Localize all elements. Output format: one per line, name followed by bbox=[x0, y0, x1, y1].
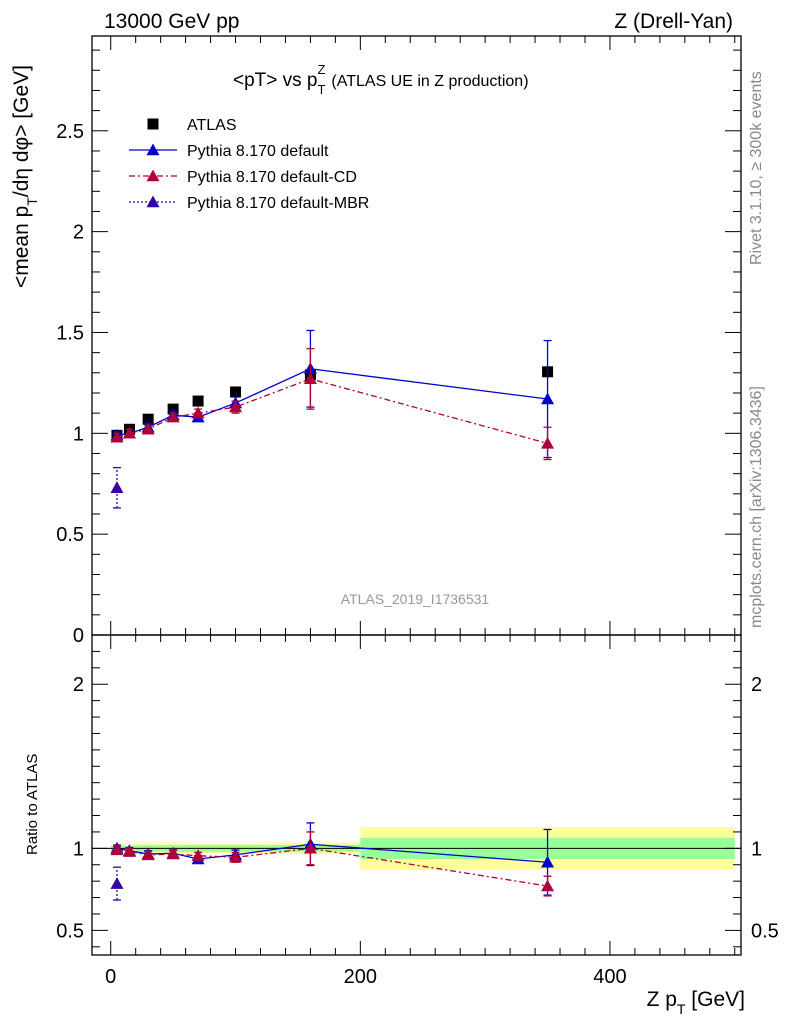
main-y-axis-label: <mean pT/dη dφ> [GeV] bbox=[10, 65, 40, 288]
header-left-label: 13000 GeV pp bbox=[104, 10, 239, 33]
data-point bbox=[192, 395, 204, 407]
legend-item-pythia-8-170-default-cd: Pythia 8.170 default-CD bbox=[129, 169, 357, 186]
series-pythia-8-170-default bbox=[110, 329, 555, 459]
y-tick-label: 0 bbox=[73, 625, 84, 647]
series-atlas bbox=[111, 366, 554, 441]
mcplots-label: mcplots.cern.ch [arXiv:1306.3436] bbox=[748, 386, 765, 628]
legend-marker bbox=[146, 143, 160, 156]
data-point bbox=[122, 426, 136, 439]
y-tick-label: 1 bbox=[73, 838, 84, 860]
data-point bbox=[110, 843, 124, 856]
data-point bbox=[122, 845, 136, 857]
y-tick-label-right: 2 bbox=[751, 674, 762, 696]
series-pythia-8-170-default-cd bbox=[110, 831, 555, 897]
series-pythia-8-170-default-mbr bbox=[110, 866, 124, 901]
legend: ATLAS Pythia 8.170 default Pythia 8.170 de… bbox=[129, 117, 369, 212]
y-tick-label: 0.5 bbox=[56, 920, 84, 942]
y-tick-label: 2 bbox=[73, 674, 84, 696]
ratio-plot-panel: 0 200 400 0.5 0.5 1 1 2 2 bbox=[56, 634, 779, 988]
data-point bbox=[303, 372, 317, 385]
legend-item-atlas: ATLAS bbox=[147, 117, 237, 134]
legend-label: Pythia 8.170 default bbox=[187, 143, 329, 160]
legend-item-pythia-8-170-default-mbr: Pythia 8.170 default-MBR bbox=[129, 195, 369, 212]
data-point bbox=[110, 430, 124, 443]
data-point bbox=[191, 849, 205, 861]
legend-label: ATLAS bbox=[187, 117, 237, 134]
legend-marker bbox=[146, 169, 160, 182]
rivet-version-label: Rivet 3.1.10, ≥ 300k events bbox=[748, 71, 765, 265]
data-point bbox=[142, 413, 154, 425]
x-tick-label: 0 bbox=[105, 966, 116, 988]
y-tick-label-right: 1 bbox=[751, 838, 762, 860]
main-plot-panel: 0 0.5 1 1.5 2 2.5 bbox=[56, 35, 742, 647]
y-tick-label: 2 bbox=[73, 222, 84, 244]
plot-frame bbox=[91, 634, 742, 956]
header-right-label: Z (Drell-Yan) bbox=[614, 10, 733, 33]
data-point bbox=[229, 400, 243, 413]
x-axis-label: Z pT [GeV] bbox=[647, 988, 745, 1017]
y-tick-label: 0.5 bbox=[56, 524, 84, 546]
legend-marker bbox=[147, 118, 159, 130]
data-point bbox=[541, 436, 555, 449]
series-pythia-8-170-default-cd bbox=[110, 347, 555, 461]
data-point bbox=[541, 855, 555, 868]
data-point bbox=[541, 879, 555, 892]
legend-label: Pythia 8.170 default-CD bbox=[187, 169, 357, 186]
y-tick-label: 1.5 bbox=[56, 322, 84, 344]
data-point bbox=[229, 850, 243, 863]
data-point bbox=[141, 848, 155, 861]
data-point bbox=[110, 877, 124, 889]
x-tick-label: 200 bbox=[344, 966, 377, 988]
main-plot-title: <pT> vs pZ T (ATLAS UE in Z production) bbox=[233, 62, 529, 97]
legend-item-pythia-8-170-default: Pythia 8.170 default bbox=[129, 143, 329, 160]
legend-marker bbox=[146, 195, 160, 208]
data-point bbox=[230, 386, 242, 398]
y-tick-label-right: 0.5 bbox=[751, 920, 779, 942]
analysis-watermark: ATLAS_2019_I1736531 bbox=[341, 591, 490, 607]
y-tick-label: 2.5 bbox=[56, 121, 84, 143]
data-point bbox=[191, 406, 205, 419]
x-tick-label: 400 bbox=[593, 966, 626, 988]
data-point bbox=[166, 847, 180, 860]
data-point bbox=[541, 392, 555, 405]
series-pythia-8-170-default-mbr bbox=[110, 466, 124, 509]
data-point bbox=[110, 481, 124, 493]
legend-label: Pythia 8.170 default-MBR bbox=[187, 195, 369, 212]
y-tick-label: 1 bbox=[73, 423, 84, 445]
data-point bbox=[303, 841, 317, 854]
series-line bbox=[116, 378, 548, 445]
data-point bbox=[141, 422, 155, 435]
data-point bbox=[166, 410, 180, 423]
ratio-y-axis-label: Ratio to ATLAS bbox=[24, 754, 41, 855]
